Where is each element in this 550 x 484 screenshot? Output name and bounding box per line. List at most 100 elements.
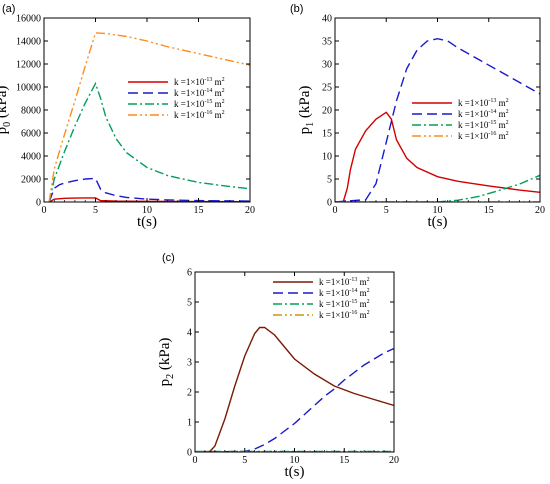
- series-line-3: [48, 32, 250, 202]
- y-axis-label-unit: (kPa): [297, 86, 313, 122]
- legend-label-unit-exp: 2: [222, 110, 225, 116]
- y-tick-label: 25: [322, 83, 332, 94]
- x-axis-label: t(s): [285, 464, 305, 480]
- y-axis-label-sub: 2: [165, 374, 176, 379]
- legend-label-base: k =1×10: [174, 77, 205, 87]
- y-axis-label-sub: 0: [2, 122, 13, 127]
- legend-label-unit-exp: 2: [367, 310, 370, 316]
- legend-label-exp: -16: [204, 110, 212, 116]
- legend-label: k =1×10-15 m2: [174, 99, 225, 109]
- legend-label-unit: m: [496, 98, 505, 108]
- legend-label-unit: m: [212, 77, 221, 87]
- x-tick-label: 15: [484, 205, 494, 216]
- legend-label: k =1×10-16 m2: [174, 110, 225, 120]
- legend-label-exp: -15: [204, 99, 212, 105]
- legend-label-base: k =1×10: [458, 109, 489, 119]
- legend-label-exp: -13: [204, 77, 212, 83]
- x-axis-label: t(s): [137, 214, 157, 230]
- y-tick-label: 2000: [21, 175, 41, 186]
- y-tick-label: 4000: [21, 152, 41, 163]
- legend-label-base: k =1×10: [458, 98, 489, 108]
- legend-label-base: k =1×10: [319, 310, 350, 320]
- x-axis-label: t(s): [428, 214, 448, 230]
- series-line-0: [335, 111, 540, 202]
- panel-label: (c): [162, 252, 175, 264]
- legend-label-unit: m: [212, 88, 221, 98]
- legend-label-base: k =1×10: [319, 277, 350, 287]
- y-tick-label: 14000: [16, 37, 41, 48]
- series-line-1: [195, 347, 394, 452]
- legend-label-unit-exp: 2: [506, 98, 509, 104]
- y-tick-label: 10: [322, 152, 332, 163]
- legend-label-unit-exp: 2: [222, 88, 225, 94]
- x-tick-label: 20: [535, 205, 545, 216]
- y-tick-label: 20: [322, 106, 332, 117]
- legend-label-unit: m: [496, 120, 505, 130]
- x-tick-label: 5: [93, 205, 98, 216]
- legend-label-exp: -16: [488, 131, 496, 137]
- legend-label: k =1×10-14 m2: [458, 109, 509, 119]
- legend-label-exp: -15: [349, 299, 357, 305]
- y-axis-label: p1 (kPa): [297, 86, 316, 135]
- legend-label-exp: -14: [204, 88, 212, 94]
- legend-label-base: k =1×10: [174, 110, 205, 120]
- y-tick-label: 0: [327, 198, 332, 209]
- legend-label: k =1×10-15 m2: [319, 299, 370, 309]
- y-axis-label-main: p: [157, 379, 173, 387]
- legend-label-base: k =1×10: [319, 299, 350, 309]
- y-tick-label: 12000: [16, 60, 41, 71]
- x-tick-label: 15: [339, 455, 349, 466]
- legend-label-unit-exp: 2: [506, 120, 509, 126]
- y-tick-label: 5: [327, 175, 332, 186]
- chart-panel-1: (b) 0 5 10 15 20 0 5 10 15 20 25 30 35 40 t(s) p1 (kPa) k…: [290, 3, 545, 230]
- y-tick-label: 5: [187, 298, 192, 309]
- legend-label-base: k =1×10: [319, 288, 350, 298]
- x-tick-label: 0: [193, 455, 198, 466]
- x-tick-label: 15: [194, 205, 204, 216]
- legend-label: k =1×10-15 m2: [458, 120, 509, 130]
- series-line-1: [48, 177, 250, 202]
- legend: k =1×10-13 m2k =1×10-14 m2k =1×10-15 m2k…: [412, 98, 509, 141]
- y-tick-label: 40: [322, 14, 332, 25]
- legend-label-base: k =1×10: [174, 88, 205, 98]
- legend-label: k =1×10-16 m2: [458, 131, 509, 141]
- legend-label-base: k =1×10: [458, 120, 489, 130]
- y-axis-label-unit: (kPa): [157, 338, 173, 374]
- series-line-0: [48, 197, 250, 202]
- y-axis-label-unit: (kPa): [0, 86, 10, 122]
- legend-label-unit-exp: 2: [367, 288, 370, 294]
- legend-label-exp: -13: [488, 98, 496, 104]
- legend-label-base: k =1×10: [174, 99, 205, 109]
- panel-label: (b): [290, 3, 303, 15]
- legend-label: k =1×10-13 m2: [319, 277, 370, 287]
- legend-label-exp: -13: [349, 277, 357, 283]
- legend-label: k =1×10-14 m2: [319, 288, 370, 298]
- legend-label-unit-exp: 2: [506, 131, 509, 137]
- legend-label-unit-exp: 2: [222, 77, 225, 83]
- x-tick-label: 0: [333, 205, 338, 216]
- y-axis-label-main: p: [0, 127, 10, 135]
- legend-label: k =1×10-13 m2: [458, 98, 509, 108]
- y-tick-label: 10000: [16, 83, 41, 94]
- y-tick-label: 2: [187, 388, 192, 399]
- legend-label-exp: -14: [488, 109, 496, 115]
- y-tick-label: 8000: [21, 106, 41, 117]
- x-tick-label: 5: [242, 455, 247, 466]
- legend-label: k =1×10-16 m2: [319, 310, 370, 320]
- y-axis-label: p2 (kPa): [157, 338, 176, 387]
- y-tick-label: 1: [187, 418, 192, 429]
- x-tick-label: 20: [245, 205, 255, 216]
- y-axis-label: p0 (kPa): [0, 86, 13, 135]
- y-axis-label-sub: 1: [305, 122, 316, 127]
- legend-label-unit: m: [357, 310, 366, 320]
- x-tick-label: 10: [290, 455, 300, 466]
- y-tick-label: 3: [187, 358, 192, 369]
- y-tick-label: 30: [322, 60, 332, 71]
- x-tick-label: 10: [433, 205, 443, 216]
- legend-label: k =1×10-14 m2: [174, 88, 225, 98]
- legend-label-exp: -14: [349, 288, 357, 294]
- legend-label-unit: m: [357, 299, 366, 309]
- legend-label-unit: m: [212, 110, 221, 120]
